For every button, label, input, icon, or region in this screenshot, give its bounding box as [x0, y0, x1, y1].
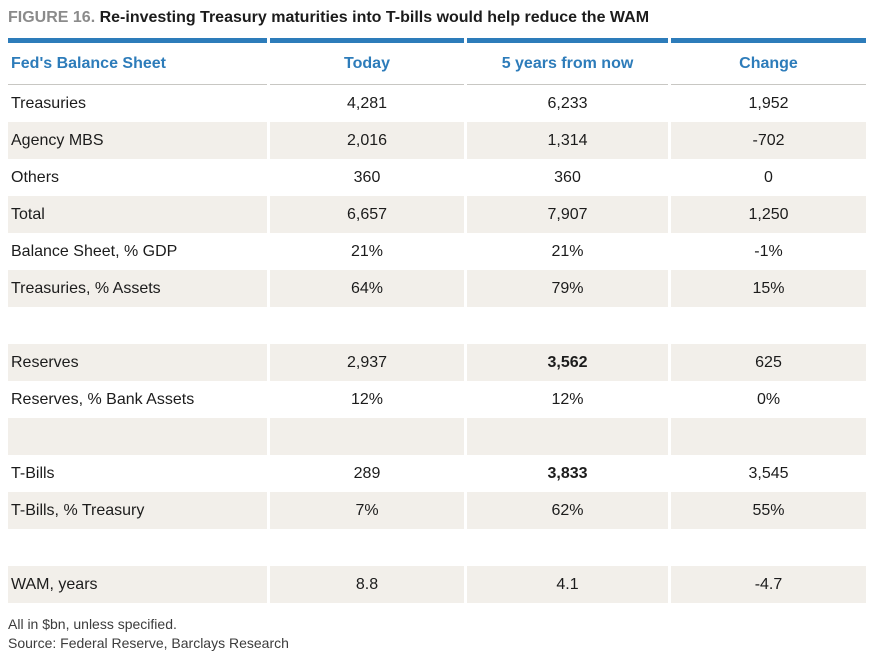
cell-future: 7,907 — [467, 196, 668, 233]
cell-today: 360 — [353, 168, 381, 186]
cell-future — [467, 418, 668, 455]
table-row-treasuries-assets: Treasuries, % Assets 64% 79% 15% — [8, 270, 866, 307]
column-header-5-years: 5 years from now — [467, 38, 668, 85]
figure-heading-text: Re-investing Treasury maturities into T-… — [99, 9, 650, 26]
cell-change: 1,250 — [671, 196, 866, 233]
cell-change — [671, 307, 866, 344]
table-row-t-bills-treasury: T-Bills, % Treasury 7% 62% 55% — [8, 492, 866, 529]
row-label: Treasuries, % Assets — [8, 270, 267, 307]
cell-today: 8.8 — [270, 566, 464, 603]
table-row-agency-mbs: Agency MBS 2,016 1,314 -702 — [8, 122, 866, 159]
cell-today — [270, 418, 464, 455]
table-row-total: Total 6,657 7,907 1,250 — [8, 196, 866, 233]
figure-footnotes: All in $bn, unless specified. Source: Fe… — [8, 615, 874, 653]
table-row-reserves-bank-assets: Reserves, % Bank Assets 12% 12% 0% — [8, 381, 866, 418]
row-label: WAM, years — [8, 566, 267, 603]
source-note: Source: Federal Reserve, Barclays Resear… — [8, 635, 289, 651]
cell-change: -1% — [754, 242, 783, 260]
row-label: Total — [8, 196, 267, 233]
row-label: Reserves — [8, 344, 267, 381]
cell-change — [671, 418, 866, 455]
cell-change: 3,545 — [748, 464, 789, 482]
table-row-t-bills: T-Bills 289 3,833 3,545 — [8, 455, 866, 492]
table-spacer-row — [8, 529, 866, 566]
cell-future: 62% — [467, 492, 668, 529]
row-label: Treasuries — [11, 94, 86, 112]
row-label — [8, 418, 267, 455]
cell-change: 15% — [671, 270, 866, 307]
cell-today: 64% — [270, 270, 464, 307]
cell-today: 4,281 — [346, 94, 388, 112]
table-row-reserves: Reserves 2,937 3,562 625 — [8, 344, 866, 381]
cell-change: 0% — [756, 390, 781, 408]
cell-today — [270, 529, 464, 566]
cell-change: 55% — [671, 492, 866, 529]
cell-future — [467, 307, 668, 344]
cell-future: 6,233 — [547, 94, 588, 112]
cell-change: 0 — [764, 168, 773, 186]
row-label: Agency MBS — [8, 122, 267, 159]
cell-future: 360 — [554, 168, 581, 186]
cell-today: 12% — [350, 390, 384, 408]
table-row-others: Others 360 360 0 — [8, 159, 866, 196]
cell-today: 6,657 — [270, 196, 464, 233]
table-row-wam-years: WAM, years 8.8 4.1 -4.7 — [8, 566, 866, 603]
balance-sheet-table: Fed's Balance Sheet Today 5 years from n… — [8, 38, 866, 603]
cell-today: 7% — [270, 492, 464, 529]
cell-today: 21% — [350, 242, 384, 260]
cell-today — [270, 307, 464, 344]
cell-future: 4.1 — [467, 566, 668, 603]
table-row-treasuries: Treasuries 4,281 6,233 1,952 — [8, 85, 866, 122]
row-label: T-Bills — [11, 464, 55, 482]
table-spacer-row — [8, 307, 866, 344]
cell-future: 79% — [467, 270, 668, 307]
table-row-balance-sheet-gdp: Balance Sheet, % GDP 21% 21% -1% — [8, 233, 866, 270]
row-label — [8, 529, 267, 566]
row-label — [8, 307, 267, 344]
figure-number-label: FIGURE 16. — [8, 9, 96, 26]
cell-today: 2,016 — [270, 122, 464, 159]
row-label: Balance Sheet, % GDP — [11, 242, 178, 260]
table-spacer-row — [8, 418, 866, 455]
cell-change: -702 — [671, 122, 866, 159]
cell-today: 289 — [353, 464, 381, 482]
row-label: Reserves, % Bank Assets — [11, 390, 195, 408]
cell-change: 1,952 — [748, 94, 789, 112]
table-body: Treasuries 4,281 6,233 1,952 Agency MBS … — [8, 85, 866, 603]
cell-future: 3,562 — [467, 344, 668, 381]
column-header-balance-sheet: Fed's Balance Sheet — [8, 38, 267, 85]
cell-future: 21% — [551, 242, 584, 260]
units-note: All in $bn, unless specified. — [8, 616, 177, 632]
column-header-change: Change — [671, 38, 866, 85]
row-label: T-Bills, % Treasury — [8, 492, 267, 529]
cell-future: 3,833 — [547, 464, 588, 482]
cell-change: 625 — [671, 344, 866, 381]
row-label: Others — [11, 168, 60, 186]
cell-future: 12% — [551, 390, 584, 408]
cell-future: 1,314 — [467, 122, 668, 159]
cell-today: 2,937 — [270, 344, 464, 381]
column-header-today: Today — [270, 38, 464, 85]
cell-future — [467, 529, 668, 566]
figure-title: FIGURE 16. Re-investing Treasury maturit… — [8, 7, 874, 28]
cell-change: -4.7 — [671, 566, 866, 603]
cell-change — [671, 529, 866, 566]
table-header-row: Fed's Balance Sheet Today 5 years from n… — [8, 38, 866, 85]
